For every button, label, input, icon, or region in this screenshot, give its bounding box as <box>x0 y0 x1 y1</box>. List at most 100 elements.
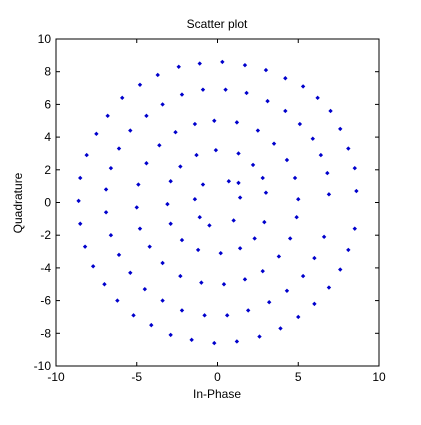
data-point <box>157 143 162 148</box>
data-point <box>116 252 122 258</box>
x-tick-label: -5 <box>131 370 142 384</box>
data-point <box>160 298 165 303</box>
data-point <box>78 221 83 226</box>
y-tick-label: 0 <box>44 196 51 210</box>
data-point <box>134 205 139 210</box>
y-tick-label: 8 <box>44 65 51 79</box>
data-point <box>168 179 173 184</box>
data-point <box>338 126 343 132</box>
data-point <box>250 162 256 168</box>
data-point <box>197 61 202 66</box>
data-point <box>147 244 152 249</box>
data-point <box>194 152 199 158</box>
data-point <box>346 247 351 253</box>
y-axis: -10 -8 -6 -4 -2 0 2 4 6 8 10 <box>34 32 379 373</box>
data-point <box>176 64 181 69</box>
data-point <box>160 102 165 107</box>
data-point <box>237 195 243 200</box>
x-axis-label: In-Phase <box>193 387 241 401</box>
data-point <box>237 246 243 251</box>
x-tick-label: 5 <box>295 370 302 384</box>
data-point <box>90 264 96 269</box>
data-point <box>76 198 81 204</box>
data-points <box>76 59 359 346</box>
data-point <box>326 192 332 197</box>
data-point <box>310 136 315 141</box>
data-point <box>224 313 230 318</box>
data-point <box>168 332 173 338</box>
y-tick-label: 6 <box>44 97 51 111</box>
data-point <box>120 95 125 101</box>
data-point <box>262 219 267 225</box>
data-point <box>94 131 99 137</box>
data-point <box>318 152 324 158</box>
data-point <box>192 197 198 202</box>
data-point <box>199 280 204 285</box>
data-point <box>197 215 202 220</box>
x-tick-label: 10 <box>372 370 386 384</box>
data-point <box>296 197 301 202</box>
data-point <box>236 180 241 186</box>
y-tick-label: -4 <box>40 261 51 275</box>
data-point <box>115 298 120 303</box>
data-point <box>108 165 114 171</box>
data-point <box>144 161 149 166</box>
data-point <box>312 255 317 261</box>
data-point <box>265 98 270 104</box>
data-point <box>220 59 225 65</box>
data-point <box>263 190 269 195</box>
data-point <box>213 147 219 153</box>
x-tick-label: 0 <box>214 370 221 384</box>
data-point <box>297 121 303 127</box>
data-point <box>300 84 306 89</box>
data-point <box>252 236 257 241</box>
data-point <box>128 128 133 133</box>
y-tick-label: 10 <box>38 32 52 46</box>
data-point <box>144 113 149 119</box>
data-point <box>178 273 183 279</box>
data-point <box>207 223 212 228</box>
data-point <box>284 157 290 163</box>
data-point <box>234 120 240 125</box>
data-point <box>260 268 265 274</box>
data-point <box>354 188 359 194</box>
data-point <box>178 164 183 169</box>
data-point <box>312 301 317 307</box>
data-point <box>105 113 110 119</box>
data-point <box>192 121 198 127</box>
data-point <box>284 288 290 293</box>
data-point <box>155 72 160 78</box>
data-point <box>266 300 272 305</box>
y-tick-label: -8 <box>40 326 51 340</box>
data-point <box>82 244 88 249</box>
data-point <box>326 285 332 290</box>
y-tick-label: -6 <box>40 294 51 308</box>
data-point <box>195 247 201 253</box>
data-point <box>231 218 236 223</box>
data-point <box>223 87 228 92</box>
data-point <box>321 234 327 240</box>
data-point <box>236 151 241 156</box>
y-tick-label: -2 <box>40 228 51 242</box>
data-point <box>325 170 330 176</box>
y-tick-label: 2 <box>44 163 51 177</box>
data-point <box>283 108 288 114</box>
data-point <box>131 313 136 318</box>
data-point <box>234 339 240 344</box>
data-point <box>352 165 357 171</box>
data-point <box>137 226 143 231</box>
data-point <box>315 95 320 101</box>
data-point <box>242 62 248 68</box>
x-tick-label: -10 <box>47 370 65 384</box>
data-point <box>78 175 83 181</box>
data-point <box>296 314 301 320</box>
data-point <box>160 260 165 266</box>
chart-title: Scatter plot <box>187 17 248 31</box>
data-point <box>346 146 351 151</box>
data-point <box>271 141 277 146</box>
data-point <box>294 215 299 220</box>
data-point <box>352 226 357 231</box>
data-point <box>245 308 251 313</box>
data-point <box>116 146 122 151</box>
